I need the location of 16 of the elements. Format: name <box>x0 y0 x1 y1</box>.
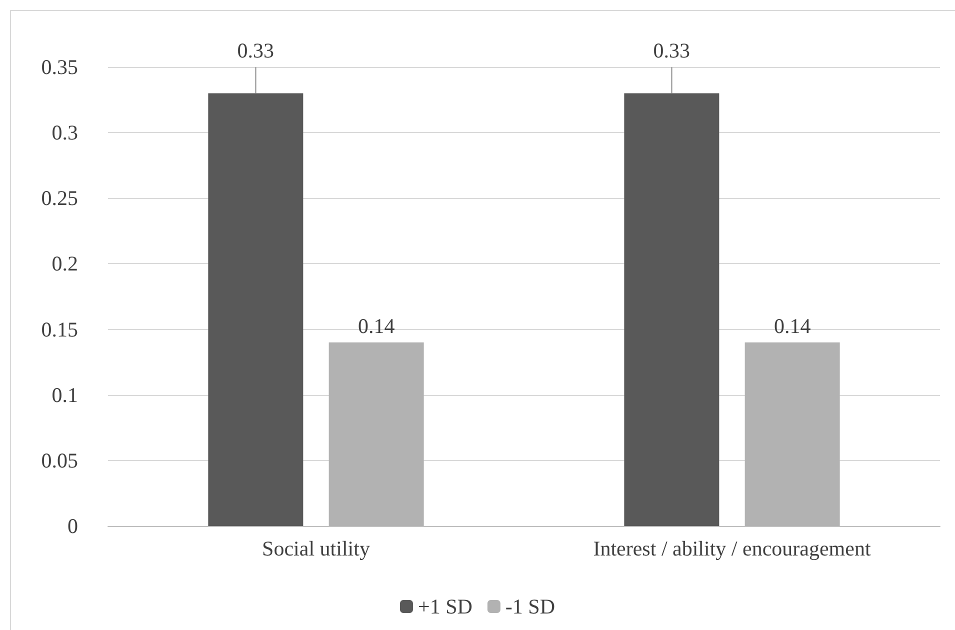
x-tick-label: Social utility <box>262 536 370 560</box>
x-tick-label: Interest / ability / encouragement <box>593 536 871 560</box>
legend-label: +1 SD <box>418 594 472 618</box>
data-label: 0.33 <box>653 38 690 63</box>
y-tick-label: 0.2 <box>52 252 78 276</box>
y-tick-label: 0.3 <box>52 120 78 145</box>
data-label: 0.14 <box>774 314 812 338</box>
y-tick-label: 0.25 <box>41 186 78 210</box>
legend-label: -1 SD <box>505 594 556 618</box>
y-tick-label: 0 <box>68 514 78 538</box>
y-tick-label: 0.1 <box>52 382 78 407</box>
data-label: 0.14 <box>358 314 396 338</box>
data-label: 0.33 <box>237 38 274 63</box>
y-tick-label: 0.05 <box>41 448 78 472</box>
y-tick-label: 0.35 <box>41 55 78 79</box>
y-tick-label: 0.15 <box>41 317 78 342</box>
